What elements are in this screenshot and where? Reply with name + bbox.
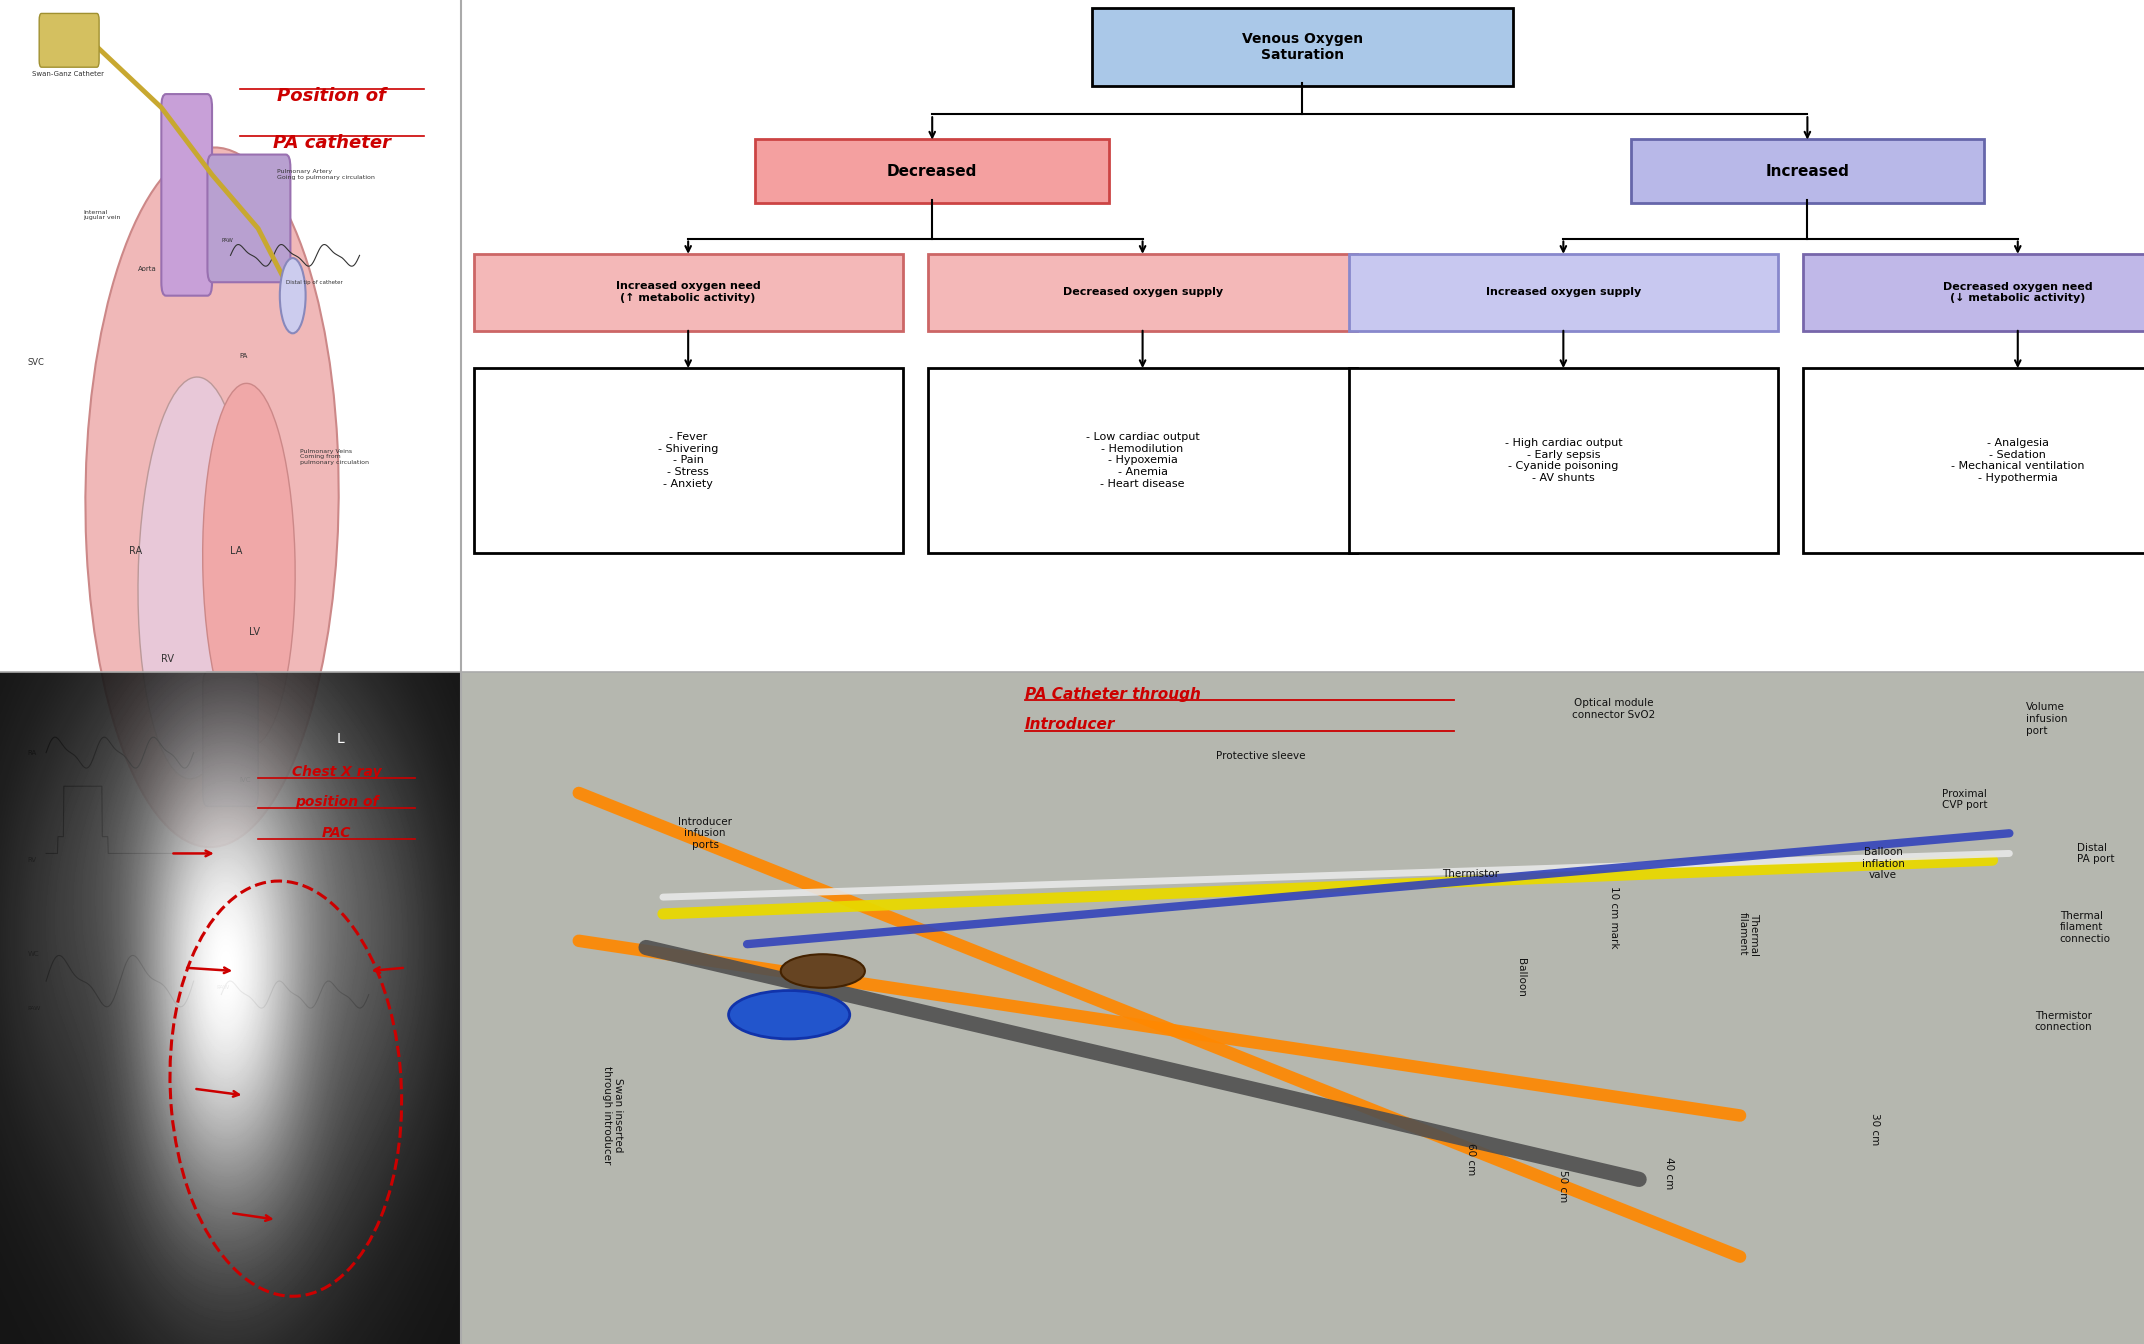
Text: WC: WC [28, 952, 39, 957]
Text: LA: LA [232, 546, 242, 556]
Text: PAC: PAC [322, 825, 352, 840]
Text: Position of: Position of [277, 87, 386, 105]
FancyBboxPatch shape [161, 94, 212, 296]
FancyBboxPatch shape [1803, 254, 2144, 331]
Text: 60 cm: 60 cm [1466, 1144, 1475, 1175]
Text: Introducer
infusion
ports: Introducer infusion ports [678, 817, 731, 849]
FancyBboxPatch shape [204, 672, 257, 806]
FancyBboxPatch shape [39, 13, 99, 67]
Circle shape [281, 258, 307, 333]
Text: PA catheter: PA catheter [272, 134, 390, 152]
Ellipse shape [204, 383, 296, 746]
Text: L: L [337, 731, 345, 746]
Text: Increased oxygen need
(↑ metabolic activity): Increased oxygen need (↑ metabolic activ… [615, 281, 761, 304]
Text: Swan-Ganz Catheter: Swan-Ganz Catheter [32, 71, 105, 77]
Text: Optical module
connector SvO2: Optical module connector SvO2 [1572, 698, 1655, 720]
Text: Thermistor: Thermistor [1443, 868, 1499, 879]
FancyBboxPatch shape [474, 368, 903, 552]
Text: position of: position of [294, 796, 377, 809]
Text: Thermal
filament
connectio: Thermal filament connectio [2060, 911, 2112, 943]
Text: Increased oxygen supply: Increased oxygen supply [1486, 288, 1640, 297]
Text: 30 cm: 30 cm [1870, 1113, 1880, 1145]
Text: PAW: PAW [217, 985, 229, 991]
Text: RV: RV [161, 653, 174, 664]
Text: Internal
jugular vein: Internal jugular vein [84, 210, 120, 220]
Ellipse shape [86, 148, 339, 847]
Text: Pulmonary Artery
Going to pulmonary circulation: Pulmonary Artery Going to pulmonary circ… [277, 169, 375, 180]
Text: Protective sleeve: Protective sleeve [1216, 751, 1306, 761]
Text: Increased: Increased [1765, 164, 1850, 179]
Text: PAW: PAW [28, 1005, 41, 1011]
FancyBboxPatch shape [1803, 368, 2144, 552]
FancyBboxPatch shape [928, 254, 1357, 331]
FancyBboxPatch shape [755, 140, 1108, 203]
Text: Distal tip of catheter: Distal tip of catheter [285, 280, 343, 285]
FancyBboxPatch shape [1349, 254, 1777, 331]
Ellipse shape [137, 378, 249, 778]
Circle shape [729, 991, 849, 1039]
Text: - Analgesia
- Sedation
- Mechanical ventilation
- Hypothermia: - Analgesia - Sedation - Mechanical vent… [1951, 438, 2084, 482]
Text: - Fever
- Shivering
- Pain
- Stress
- Anxiety: - Fever - Shivering - Pain - Stress - An… [658, 433, 718, 488]
Text: Venous Oxygen
Saturation: Venous Oxygen Saturation [1241, 32, 1364, 62]
FancyBboxPatch shape [208, 155, 289, 282]
Text: Swan inserted
through introducer: Swan inserted through introducer [602, 1066, 624, 1165]
Text: PA Catheter through: PA Catheter through [1025, 687, 1201, 702]
FancyBboxPatch shape [1091, 8, 1514, 86]
Text: Proximal
CVP port: Proximal CVP port [1942, 789, 1987, 810]
Text: Decreased oxygen need
(↓ metabolic activity): Decreased oxygen need (↓ metabolic activ… [1942, 281, 2093, 304]
Text: Pulmonary Veins
Coming from
pulmonary circulation: Pulmonary Veins Coming from pulmonary ci… [300, 449, 369, 465]
Text: Introducer: Introducer [1025, 718, 1115, 732]
Text: IVC: IVC [240, 777, 251, 782]
Text: - High cardiac output
- Early sepsis
- Cyanide poisoning
- AV shunts: - High cardiac output - Early sepsis - C… [1505, 438, 1623, 482]
Text: 50 cm: 50 cm [1559, 1171, 1569, 1202]
Text: Thermistor
connection: Thermistor connection [2035, 1011, 2093, 1032]
Text: Volume
infusion
port: Volume infusion port [2026, 703, 2067, 735]
Text: Thermal
filament: Thermal filament [1737, 913, 1760, 956]
Text: Balloon
inflation
valve: Balloon inflation valve [1861, 847, 1904, 880]
Text: - Low cardiac output
- Hemodilution
- Hypoxemia
- Anemia
- Heart disease: - Low cardiac output - Hemodilution - Hy… [1085, 433, 1198, 488]
Text: Decreased oxygen supply: Decreased oxygen supply [1063, 288, 1222, 297]
Text: LV: LV [249, 626, 259, 637]
Text: RA: RA [28, 750, 36, 755]
Text: Balloon: Balloon [1516, 958, 1527, 997]
FancyBboxPatch shape [1349, 368, 1777, 552]
Text: SVC: SVC [28, 359, 45, 367]
Text: 10 cm mark: 10 cm mark [1608, 886, 1619, 949]
Text: Aorta: Aorta [137, 266, 157, 271]
Text: RA: RA [129, 546, 142, 556]
Text: Chest X ray: Chest X ray [292, 765, 382, 780]
Text: 40 cm: 40 cm [1664, 1157, 1674, 1188]
Text: PAW: PAW [221, 238, 234, 243]
Text: Distal
PA port: Distal PA port [2078, 843, 2114, 864]
FancyBboxPatch shape [474, 254, 903, 331]
Text: Decreased: Decreased [888, 164, 978, 179]
FancyBboxPatch shape [928, 368, 1357, 552]
Text: PA: PA [240, 353, 249, 359]
Text: RV: RV [28, 857, 36, 863]
FancyBboxPatch shape [1632, 140, 1983, 203]
Circle shape [780, 954, 864, 988]
